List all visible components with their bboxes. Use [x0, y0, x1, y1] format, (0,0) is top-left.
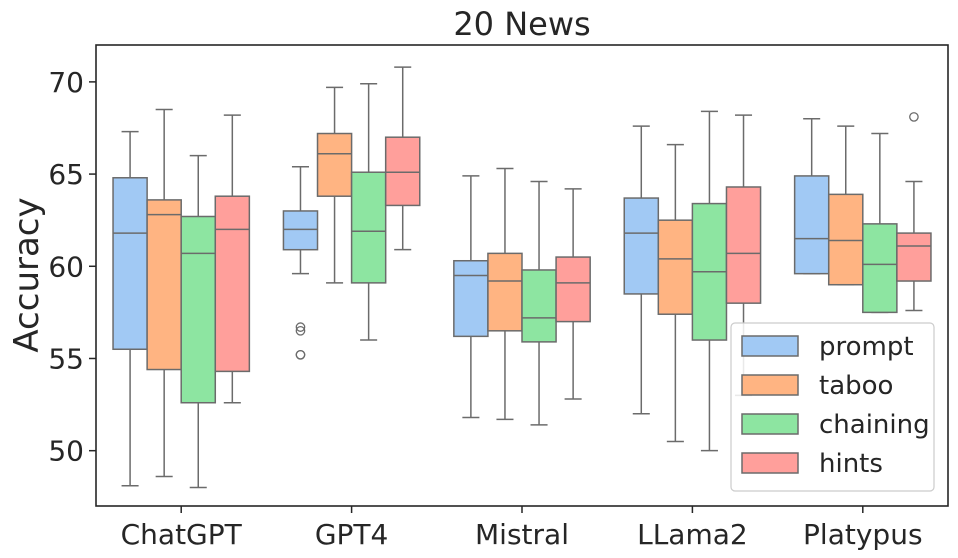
box-body — [725, 186, 762, 304]
box-body — [896, 232, 932, 282]
legend-item-hints: hints — [741, 449, 883, 479]
box-body — [214, 195, 251, 373]
y-tick-label: 60 — [48, 250, 84, 283]
plot-area — [112, 66, 932, 489]
chart-title: 20 News — [453, 5, 590, 43]
box-prompt-LLama2 — [623, 125, 660, 415]
legend: prompt taboo chaining hints — [730, 322, 935, 492]
legend-item-prompt: prompt — [741, 332, 914, 362]
box-taboo-Mistral — [487, 167, 523, 421]
box-body — [112, 177, 148, 351]
box-hints-LLama2 — [725, 114, 762, 397]
box-hints-Mistral — [555, 188, 591, 400]
box-chaining-ChatGPT — [180, 154, 217, 489]
box-prompt-Mistral — [453, 175, 489, 419]
box-body — [623, 197, 660, 295]
box-body — [862, 223, 898, 314]
box-hints-Platypus — [896, 112, 932, 312]
box-body — [384, 136, 421, 207]
box-taboo-LLama2 — [657, 143, 694, 443]
box-taboo-ChatGPT — [146, 108, 182, 478]
box-body — [350, 171, 387, 284]
outlier-point — [295, 322, 306, 332]
legend-label: hints — [819, 449, 883, 479]
y-axis-label: Accuracy — [7, 197, 47, 352]
box-taboo-GPT4 — [316, 86, 353, 284]
box-prompt-Platypus — [793, 118, 830, 275]
box-prompt-ChatGPT — [112, 130, 148, 487]
box-chaining-LLama2 — [691, 110, 728, 452]
box-body — [316, 132, 353, 197]
box-hints-GPT4 — [384, 66, 421, 251]
y-axis: 50 55 60 65 70 — [48, 66, 96, 468]
box-body — [555, 256, 591, 323]
legend-frame — [730, 322, 935, 492]
legend-label: taboo — [819, 371, 893, 401]
box-chaining-Platypus — [862, 132, 898, 314]
outlier-point — [295, 349, 306, 360]
box-body — [146, 199, 182, 371]
legend-item-chaining: chaining — [741, 410, 930, 440]
legend-label: prompt — [819, 332, 914, 362]
box-body — [521, 269, 557, 343]
box-chaining-GPT4 — [350, 82, 387, 341]
x-tick-label: GPT4 — [315, 518, 389, 551]
y-tick-label: 55 — [48, 342, 84, 375]
plot-frame — [95, 44, 949, 507]
outlier-point — [909, 112, 919, 122]
box-body — [793, 175, 830, 275]
legend-swatch — [741, 413, 799, 435]
legend-swatch — [741, 374, 799, 396]
y-tick-label: 70 — [48, 66, 84, 99]
box-body — [657, 219, 694, 315]
y-tick-label: 65 — [48, 158, 84, 191]
x-axis: ChatGPT GPT4 Mistral LLama2 Platypus — [121, 506, 923, 551]
legend-swatch — [741, 452, 799, 474]
box-hints-ChatGPT — [214, 114, 251, 404]
x-tick-label: ChatGPT — [121, 518, 243, 551]
box-body — [453, 259, 489, 338]
legend-swatch — [741, 335, 799, 357]
outlier-point — [295, 325, 306, 336]
x-tick-label: Platypus — [803, 518, 922, 551]
legend-item-taboo: taboo — [741, 371, 893, 401]
box-body — [180, 215, 217, 404]
legend-label: chaining — [819, 410, 930, 440]
y-tick-label: 50 — [48, 435, 84, 468]
box-chaining-Mistral — [521, 180, 557, 426]
box-prompt-GPT4 — [282, 165, 319, 360]
x-tick-label: LLama2 — [637, 518, 748, 551]
box-body — [282, 210, 319, 251]
x-tick-label: Mistral — [475, 518, 569, 551]
box-body — [827, 193, 864, 286]
box-body — [487, 252, 523, 332]
box-taboo-Platypus — [827, 125, 864, 286]
